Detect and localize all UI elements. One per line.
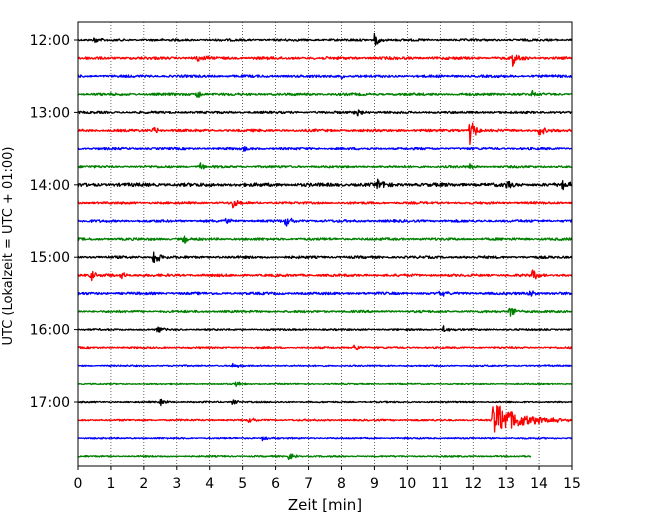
x-tick-label: 9: [370, 476, 379, 492]
seismogram-trace: [77, 199, 573, 209]
seismogram-trace: [77, 54, 573, 67]
trace-layer: [77, 32, 573, 461]
x-tick-label: 3: [172, 476, 181, 492]
seismogram-trace: [77, 178, 573, 191]
x-tick-label: 12: [464, 476, 482, 492]
seismogram-trace: [77, 251, 573, 264]
y-tick-label: 15:00: [30, 250, 70, 266]
seismogram-trace: [77, 235, 573, 244]
seismogram-trace: [77, 453, 532, 461]
x-tick-label: 7: [304, 476, 313, 492]
seismogram-trace: [77, 89, 573, 99]
seismogram-trace: [77, 436, 573, 442]
y-tick-label: 16:00: [30, 323, 70, 339]
seismogram-trace: [77, 381, 573, 387]
x-tick-label: 2: [139, 476, 148, 492]
seismogram-trace: [77, 325, 573, 333]
seismogram-trace: [77, 362, 573, 368]
seismogram-trace: [77, 269, 573, 282]
x-tick-label: 5: [238, 476, 247, 492]
seismogram-trace: [77, 344, 573, 351]
y-tick-label: 12:00: [30, 33, 70, 49]
seismogram-trace: [77, 405, 573, 433]
x-tick-label: 0: [74, 476, 83, 492]
seismogram-trace: [77, 74, 573, 80]
seismogram-trace: [77, 290, 573, 297]
x-tick-label: 14: [530, 476, 548, 492]
tick-layer: 0 1 2 3 4 5 6 7 8 9 10 11 12 13 14 1512:0013:0014:0015:…: [30, 33, 581, 492]
seismogram-trace: [77, 398, 573, 407]
x-axis-label: Zeit [min]: [288, 496, 362, 514]
x-tick-label: 1: [106, 476, 115, 492]
y-tick-label: 13:00: [30, 105, 70, 121]
seismogram-trace: [77, 307, 573, 317]
x-tick-label: 8: [337, 476, 346, 492]
x-tick-label: 11: [431, 476, 449, 492]
y-tick-label: 14:00: [30, 178, 70, 194]
seismogram-trace: [77, 217, 573, 227]
plot-frame: [77, 21, 573, 467]
seismogram-trace: [77, 32, 573, 46]
x-tick-label: 6: [271, 476, 280, 492]
seismogram-trace: [77, 122, 573, 146]
seismogram-trace: [77, 145, 573, 152]
seismogram-trace: [77, 109, 573, 117]
x-tick-label: 4: [205, 476, 214, 492]
x-tick-label: 13: [497, 476, 515, 492]
y-tick-label: 17:00: [30, 395, 70, 411]
x-tick-label: 15: [563, 476, 581, 492]
seismogram-trace: [77, 162, 573, 170]
y-axis-label: UTC (Lokalzeit = UTC + 01:00): [1, 147, 16, 346]
grid-layer: [110, 22, 540, 466]
x-tick-label: 10: [398, 476, 416, 492]
